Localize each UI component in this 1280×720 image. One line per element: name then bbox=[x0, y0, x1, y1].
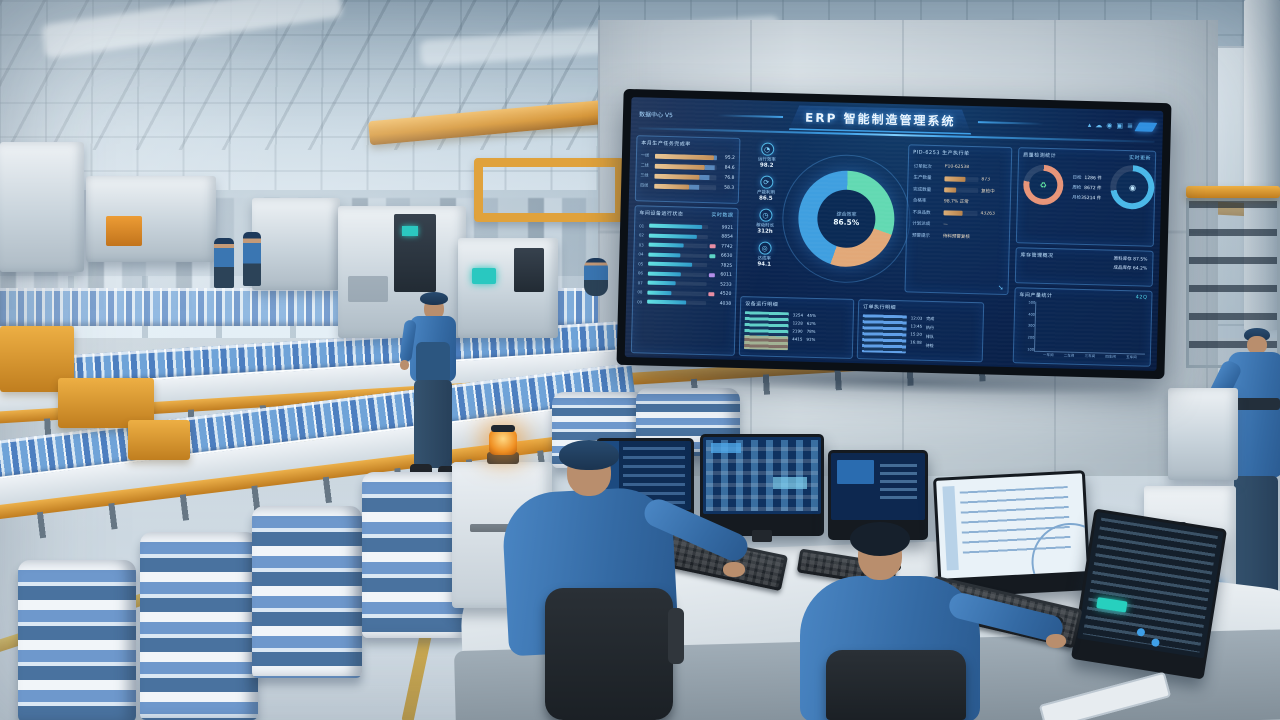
machine-panel bbox=[514, 248, 544, 292]
office-chair bbox=[826, 650, 966, 720]
machine-cabinet bbox=[252, 198, 340, 290]
signal-beacon bbox=[489, 430, 517, 455]
machine-cabinet bbox=[458, 238, 558, 338]
machine-screen bbox=[472, 268, 496, 284]
ui-window bbox=[836, 459, 875, 484]
monitor-tile-grid bbox=[700, 434, 824, 542]
worker-background bbox=[243, 232, 261, 286]
ui-row-list bbox=[1082, 517, 1218, 654]
machine-cabinet bbox=[86, 176, 216, 262]
worker-vest bbox=[416, 342, 450, 384]
monitor-stand bbox=[752, 530, 772, 542]
chair-armrest bbox=[668, 608, 684, 664]
window-thumbnail bbox=[711, 443, 741, 453]
monitor-screen bbox=[831, 453, 925, 521]
yellow-machine bbox=[58, 378, 154, 428]
worker-seated-left bbox=[495, 438, 755, 720]
worker-hand bbox=[723, 562, 745, 577]
worker-legs bbox=[414, 380, 452, 468]
worker-strap bbox=[1232, 398, 1280, 410]
window-thumbnail bbox=[773, 477, 807, 489]
worker-hand bbox=[1046, 634, 1066, 648]
machine-cabinet bbox=[338, 206, 466, 338]
worker-background bbox=[214, 238, 234, 288]
wall-dashboard-screen: 数据中心 V5 ERP 智能制造管理系统 ▴☁◉▣≣ 本月生产任务完成率 一线9… bbox=[616, 88, 1172, 380]
machine-console bbox=[1168, 388, 1238, 480]
pallet-stack bbox=[252, 506, 362, 678]
pallet-stack bbox=[362, 472, 468, 638]
monitor-screen bbox=[703, 437, 821, 514]
beacon-cap bbox=[491, 425, 515, 432]
machine-orange-unit bbox=[106, 216, 142, 246]
worker-hair bbox=[850, 522, 910, 556]
worker-crouching bbox=[584, 258, 608, 296]
worker-standing bbox=[398, 290, 474, 486]
beacon-base bbox=[487, 452, 519, 464]
monitor-screen bbox=[1077, 511, 1224, 659]
worker-cap bbox=[559, 440, 619, 470]
pallet-stack bbox=[140, 532, 258, 720]
machine-screen bbox=[402, 226, 418, 236]
monitor-data-rows bbox=[1070, 508, 1228, 680]
screen-glare bbox=[624, 97, 1164, 371]
gantry-frame bbox=[474, 158, 624, 222]
rack-beam bbox=[1186, 186, 1280, 198]
worker-head bbox=[1247, 336, 1267, 354]
pedestal-vent bbox=[470, 524, 522, 532]
machine-cabinet bbox=[0, 142, 84, 272]
worker-hand bbox=[400, 360, 409, 370]
ui-row-list bbox=[879, 463, 918, 505]
machine-vent bbox=[348, 276, 388, 302]
yellow-machine bbox=[128, 420, 190, 460]
pallet-stack bbox=[18, 560, 136, 720]
worker-legs bbox=[1234, 476, 1278, 604]
dashboard: 数据中心 V5 ERP 智能制造管理系统 ▴☁◉▣≣ 本月生产任务完成率 一线9… bbox=[624, 97, 1164, 371]
office-chair bbox=[545, 588, 673, 720]
worker-cap bbox=[420, 292, 448, 305]
monitor-dispatch-ui bbox=[828, 450, 928, 544]
